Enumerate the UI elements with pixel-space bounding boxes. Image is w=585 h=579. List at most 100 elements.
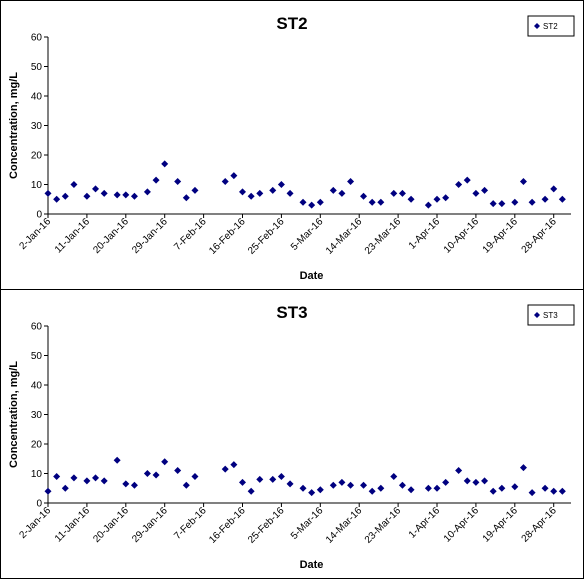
data-point: [247, 487, 255, 495]
data-point: [152, 176, 160, 184]
y-tick-label: 20: [31, 151, 43, 162]
chart-panel-st3: ST3 0 10 20 30 40 50 60 2-Jan-16 11-Jan-16 20-Jan-…: [0, 289, 584, 579]
data-point: [442, 478, 450, 486]
x-tick-label: 29-Jan-16: [130, 216, 170, 256]
y-axis-title: Concentration, mg/L: [8, 72, 20, 179]
x-tick-label: 23-Mar-16: [363, 216, 404, 257]
x-tick-label: 1-Apr-16: [407, 216, 443, 252]
data-point: [83, 477, 91, 485]
x-tick-label: 14-Mar-16: [324, 505, 365, 546]
data-point: [239, 478, 247, 486]
legend-marker: [534, 23, 540, 29]
data-point: [338, 478, 346, 486]
data-point: [424, 201, 432, 209]
data-point: [308, 489, 316, 497]
data-point: [519, 464, 527, 472]
legend-label: ST2: [543, 22, 558, 31]
data-point: [143, 188, 151, 196]
data-point: [44, 487, 52, 495]
legend-box: [527, 304, 575, 326]
x-tick-label: 11-Jan-16: [53, 505, 92, 544]
x-tick-label: 7-Feb-16: [172, 216, 209, 253]
data-point: [511, 198, 519, 206]
chart-title: ST2: [276, 14, 307, 33]
data-point: [239, 188, 247, 196]
data-point: [528, 489, 536, 497]
x-tick-label: 28-Apr-16: [520, 505, 560, 545]
data-point: [407, 486, 415, 494]
data-point: [433, 195, 441, 203]
y-tick-label: 60: [31, 33, 43, 44]
data-point: [347, 178, 355, 186]
x-tick-label: 16-Feb-16: [207, 505, 248, 546]
data-point: [230, 461, 238, 469]
x-tick-label: 20-Jan-16: [91, 505, 131, 545]
x-tick-label: 10-Apr-16: [442, 216, 482, 256]
x-tick-label: 25-Feb-16: [246, 505, 287, 546]
data-point: [377, 484, 385, 492]
data-point: [130, 481, 138, 489]
data-point: [541, 195, 549, 203]
data-point: [489, 200, 497, 208]
x-tick-label: 29-Jan-16: [130, 505, 170, 545]
x-tick-label: 19-Apr-16: [481, 216, 521, 256]
data-point: [424, 484, 432, 492]
data-point: [83, 192, 91, 200]
data-point: [122, 191, 130, 199]
data-point: [472, 189, 480, 197]
data-point: [519, 178, 527, 186]
x-tick-label: 2-Jan-16: [17, 505, 53, 541]
data-point: [221, 178, 229, 186]
data-point: [498, 200, 506, 208]
y-tick-label: 40: [31, 92, 43, 103]
legend: ST3: [527, 304, 575, 326]
data-point: [256, 475, 264, 483]
data-point: [161, 458, 169, 466]
x-tick-label: 14-Mar-16: [324, 216, 365, 257]
data-point: [316, 486, 324, 494]
legend-box: [527, 15, 575, 37]
data-point: [100, 189, 108, 197]
data-point: [299, 484, 307, 492]
data-point: [70, 474, 78, 482]
data-point: [113, 456, 121, 464]
data-point: [92, 185, 100, 193]
data-point: [329, 481, 337, 489]
data-point: [316, 198, 324, 206]
legend-marker: [534, 312, 540, 318]
chart-title: ST3: [276, 303, 307, 322]
data-point: [247, 192, 255, 200]
data-point: [398, 189, 406, 197]
data-point: [338, 189, 346, 197]
data-point: [269, 475, 277, 483]
data-point: [472, 478, 480, 486]
data-point: [558, 487, 566, 495]
y-axis-title: Concentration, mg/L: [8, 361, 20, 468]
x-tick-label: 25-Feb-16: [246, 216, 287, 257]
data-point: [152, 471, 160, 479]
legend-label: ST3: [543, 311, 558, 320]
y-tick-label: 60: [31, 322, 43, 333]
data-point: [100, 477, 108, 485]
data-point: [558, 195, 566, 203]
x-tick-label: 7-Feb-16: [172, 505, 209, 542]
data-point: [308, 201, 316, 209]
data-point: [442, 194, 450, 202]
data-point: [286, 480, 294, 488]
data-point: [377, 198, 385, 206]
data-point: [61, 484, 69, 492]
data-point: [329, 186, 337, 194]
x-tick-label: 16-Feb-16: [207, 216, 248, 257]
data-point: [277, 472, 285, 480]
data-point: [299, 198, 307, 206]
data-point: [122, 480, 130, 488]
data-point: [92, 474, 100, 482]
data-point: [61, 192, 69, 200]
data-point: [53, 472, 61, 480]
data-point: [433, 484, 441, 492]
data-point: [182, 194, 190, 202]
x-tick-label: 5-Mar-16: [289, 216, 326, 253]
data-point: [53, 195, 61, 203]
data-point: [256, 189, 264, 197]
y-tick-label: 30: [31, 410, 43, 421]
